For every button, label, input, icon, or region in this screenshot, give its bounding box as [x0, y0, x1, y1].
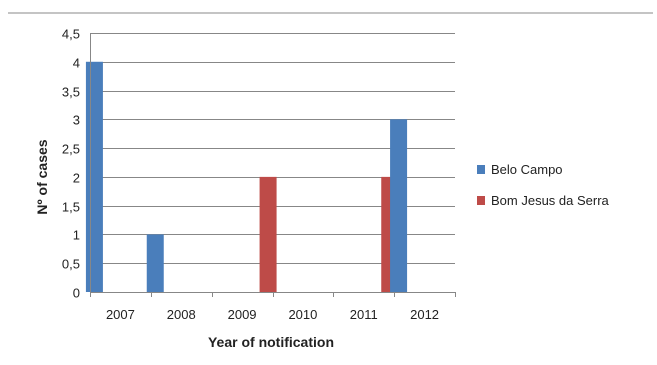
bar-bom-jesus-da-serra-2009 — [259, 176, 277, 292]
legend-label: Belo Campo — [491, 162, 563, 177]
x-axis-title: Year of notification — [208, 334, 334, 350]
y-tick-label: 1 — [73, 228, 80, 243]
legend-swatch — [477, 165, 485, 174]
y-tick-label: 4,5 — [62, 27, 80, 42]
y-tick-label: 3,5 — [62, 85, 80, 100]
bar-belo-campo-2007 — [85, 61, 103, 293]
y-tick-labels: 0 0,5 1 1,5 2 2,5 3 3,5 4 4,5 — [62, 27, 80, 301]
bars — [85, 61, 408, 293]
y-tick-label: 0,5 — [62, 257, 80, 272]
x-tick-label: 2007 — [106, 307, 135, 322]
x-tick-label: 2011 — [350, 307, 378, 322]
bar-belo-campo-2012 — [390, 119, 408, 292]
x-tick-label: 2009 — [228, 307, 257, 322]
x-tick-labels: 2007 2008 2009 2010 2011 2012 — [106, 307, 439, 322]
y-tick-label: 2 — [73, 171, 80, 186]
y-tick-label: 4 — [73, 56, 80, 71]
y-tick-label: 3 — [73, 113, 80, 128]
legend-item: Belo Campo — [477, 162, 563, 177]
y-tick-label: 0 — [73, 286, 80, 301]
y-axis-title: Nº of cases — [34, 139, 50, 214]
bar-belo-campo-2008 — [146, 234, 164, 292]
legend-item: Bom Jesus da Serra — [477, 193, 610, 208]
x-tick-label: 2012 — [410, 307, 439, 322]
x-tick-label: 2010 — [288, 307, 317, 322]
legend-label: Bom Jesus da Serra — [491, 193, 610, 208]
x-tick-label: 2008 — [167, 307, 196, 322]
axes — [90, 33, 456, 297]
legend: Belo Campo Bom Jesus da Serra — [477, 162, 610, 208]
y-tick-label: 1,5 — [62, 200, 80, 215]
y-tick-label: 2,5 — [62, 142, 80, 157]
legend-swatch — [477, 196, 485, 205]
